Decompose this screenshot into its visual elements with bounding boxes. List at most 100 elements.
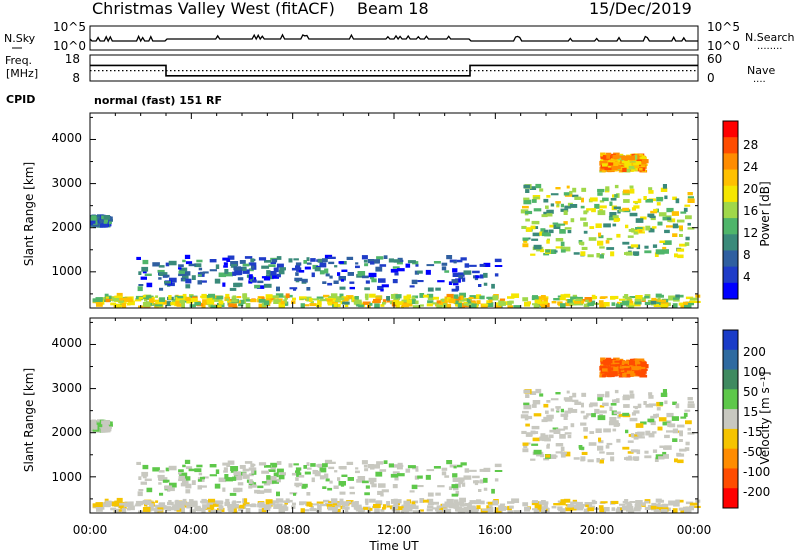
power-cell [580,205,585,209]
power-cell [546,213,553,217]
power-cell [600,296,608,299]
velocity-cell [261,470,270,474]
velocity-cell [498,506,506,511]
power-cell [306,257,310,262]
power-cell [629,212,638,217]
velocity-cell [408,504,417,510]
power-cell [540,301,548,304]
velocity-cell [264,465,272,468]
power-cell [186,298,194,304]
power-cell [475,275,480,279]
vel-cbar-tick-100: 100 [743,365,766,379]
power-cell [559,297,566,301]
velocity-cell [415,468,419,472]
x-tick-0400: 04:00 [174,523,209,537]
velocity-cell [675,403,680,409]
power-cell [597,192,603,196]
power-cell [572,194,579,198]
power-cell [613,161,619,166]
power-cell [637,157,642,162]
power-cell [627,235,634,238]
power-cell [689,300,696,304]
velocity-cell [645,430,651,436]
power-cell [208,293,216,298]
power-cell [494,305,502,308]
velocity-cell [615,508,622,513]
velocity-cell [349,491,355,495]
velocity-cell [263,505,270,511]
velocity-cell [598,437,602,442]
velocity-cell [452,477,460,482]
velocity-cell [201,507,206,513]
power-cell [612,215,619,219]
velocity-cell [185,489,191,494]
power-cell [379,264,387,267]
power-cell [549,224,557,228]
velocity-cell [638,372,643,376]
power-cell [209,269,217,272]
power-cell [356,302,360,307]
power-cell [341,269,348,272]
power-cell [638,167,643,171]
power-cell [460,257,467,261]
velocity-cell [419,509,424,512]
velocity-cell [203,500,212,503]
velocity-cell [276,461,282,465]
power-cell [103,221,108,225]
power-heatmap [90,152,701,308]
power-cell [666,217,672,221]
velocity-cell [654,457,659,462]
power-cell [679,243,687,247]
velocity-cell [454,505,459,510]
velocity-cell [374,464,380,469]
velocity-cell [614,360,622,363]
power-cell [633,231,639,235]
velocity-cell [435,492,441,496]
velocity-cell [533,449,542,455]
velocity-cell [563,397,570,401]
velocity-cell [149,500,154,504]
power-cell [678,225,683,230]
power-cell [666,225,674,228]
power-cell [378,278,386,283]
power-cell [449,259,457,263]
power-cell [524,301,531,307]
power-cell [627,246,634,249]
power-cell [435,287,441,291]
velocity-cell [182,480,189,484]
power-cell [679,234,683,237]
power-cell [612,167,618,170]
velocity-cell [261,481,267,484]
velocity-cell [491,488,495,494]
power-cell [546,209,554,214]
velocity-cell [553,503,561,506]
power-cell [152,262,160,267]
velocity-cell [523,402,530,406]
power-cell [248,280,253,284]
power-cell [644,250,652,254]
velocity-cell [581,402,584,408]
power-cell [419,304,424,307]
power-cell [572,187,577,193]
power-cell [175,298,182,302]
power-cell [278,302,283,307]
velocity-cell [346,461,354,465]
power-cell [237,277,244,281]
power-cell [310,301,314,305]
power-cell [643,196,647,200]
velocity-cell [687,432,695,435]
velocity-cell [446,460,453,465]
velocity-cell [622,373,627,377]
power-cell [614,194,618,198]
velocity-cell [396,466,403,470]
velocity-cell [687,401,694,404]
power-cell [608,162,616,167]
velocity-cell [340,484,345,487]
power-cell [625,251,633,256]
power-cell [295,265,301,269]
velocity-cell [185,466,193,470]
velocity-cell [473,480,477,484]
power-cell [242,269,250,274]
velocity-cell [674,458,678,463]
velocity-cell [526,432,532,437]
